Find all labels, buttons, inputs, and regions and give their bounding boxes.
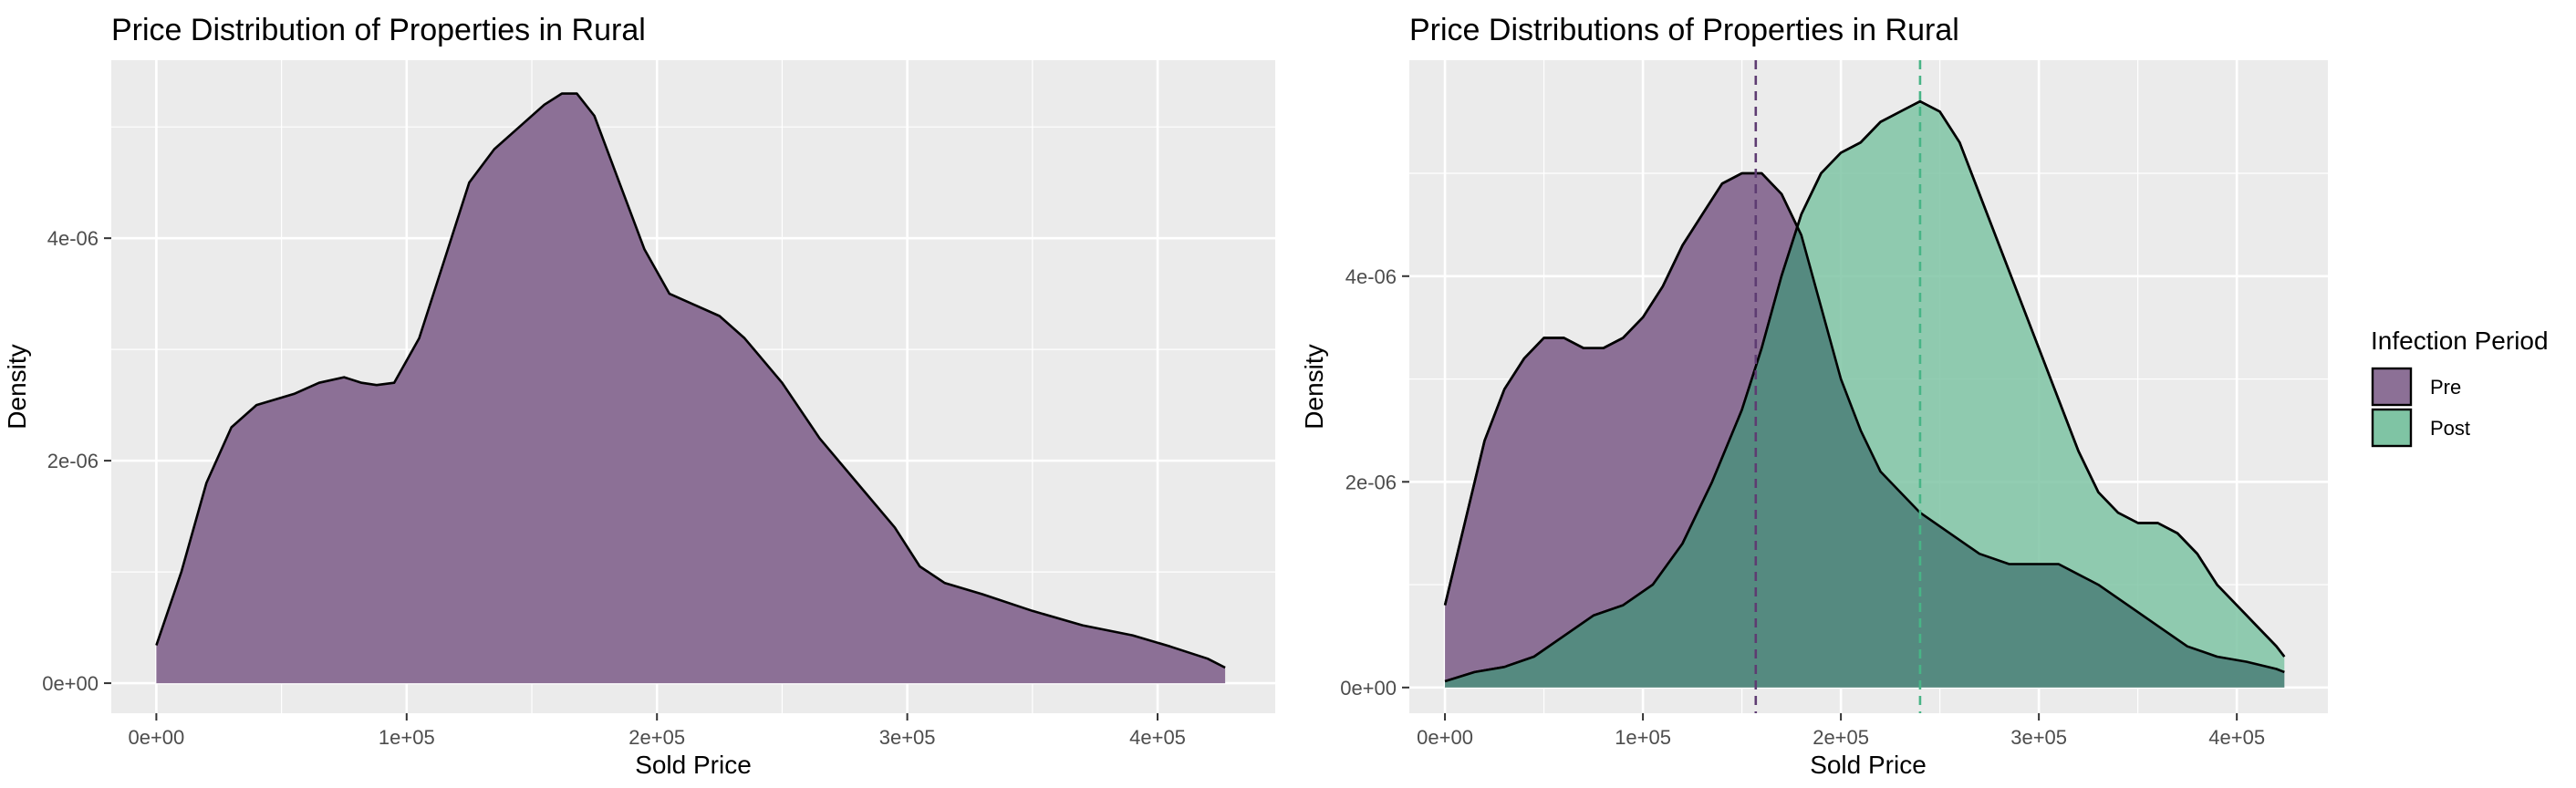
x-tick-label: 2e+05: [1813, 726, 1869, 749]
x-tick-label: 3e+05: [879, 726, 936, 749]
y-tick-label: 0e+00: [1340, 677, 1397, 700]
y-tick-label: 2e-06: [1345, 471, 1397, 493]
legend-label-post: Post: [2430, 417, 2470, 440]
pre-density-outline: [1443, 171, 2285, 674]
post-density-outline: [1444, 99, 2286, 683]
left-y-axis-ticks: 0e+00 2e-06 4e-06: [42, 227, 111, 695]
legend-key-pre: [2371, 367, 2413, 407]
x-tick-label: 0e+00: [128, 726, 184, 749]
right-y-axis-title: Density: [1300, 344, 1328, 429]
y-tick-label: 4e-06: [47, 227, 99, 250]
right-mean-lines: [1754, 60, 1922, 713]
legend-key-post: [2371, 408, 2413, 448]
pre-density-area: [1445, 173, 2285, 688]
legend: Infection Period Pre Post: [2371, 327, 2549, 448]
left-density-curves: [155, 92, 1226, 684]
left-x-axis-title: Sold Price: [635, 751, 752, 779]
x-tick-label: 4e+05: [2208, 726, 2265, 749]
series-density-area: [156, 93, 1226, 684]
right-density-curves: [1443, 99, 2286, 688]
right-x-axis-title: Sold Price: [1810, 751, 1927, 779]
x-tick-label: 1e+05: [379, 726, 435, 749]
x-tick-label: 4e+05: [1129, 726, 1186, 749]
legend-title: Infection Period: [2371, 327, 2549, 355]
right-x-axis-ticks: 0e+00 1e+05 2e+05 3e+05 4e+05: [1417, 713, 2265, 749]
right-chart-title: Price Distributions of Properties in Rur…: [1409, 13, 1959, 47]
legend-items: Pre Post: [2371, 367, 2470, 448]
y-tick-label: 4e-06: [1345, 265, 1397, 288]
right-y-axis-ticks: 0e+00 2e-06 4e-06: [1340, 265, 1409, 700]
post-density-area: [1445, 101, 2285, 688]
x-tick-label: 3e+05: [2010, 726, 2067, 749]
left-x-axis-ticks: 0e+00 1e+05 2e+05 3e+05 4e+05: [128, 713, 1186, 749]
x-tick-label: 1e+05: [1615, 726, 1671, 749]
x-tick-label: 2e+05: [628, 726, 685, 749]
series-density-line: [155, 92, 1226, 669]
x-tick-label: 0e+00: [1417, 726, 1473, 749]
left-y-axis-title: Density: [3, 344, 31, 429]
left-chart-title: Price Distribution of Properties in Rura…: [111, 13, 646, 47]
y-tick-label: 2e-06: [47, 450, 99, 472]
y-tick-label: 0e+00: [42, 672, 99, 695]
right-density-panel: Price Distributions of Properties in Rur…: [1300, 13, 2549, 779]
legend-label-pre: Pre: [2430, 376, 2461, 399]
left-density-panel: Price Distribution of Properties in Rura…: [3, 13, 1275, 779]
